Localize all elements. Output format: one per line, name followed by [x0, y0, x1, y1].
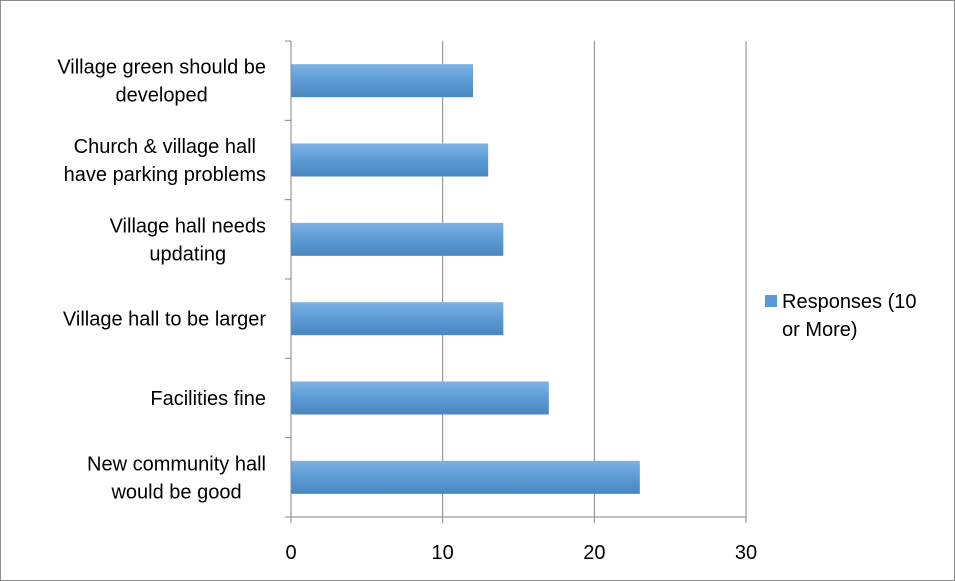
- legend: Responses (10 or More): [765, 291, 917, 341]
- bar-0: [291, 64, 473, 98]
- bar-3: [291, 302, 504, 336]
- category-label-4: Facilities fine: [150, 388, 266, 410]
- legend-swatch: [765, 295, 777, 307]
- bar-2: [291, 222, 504, 256]
- bar-1: [291, 143, 489, 177]
- category-label-2: Village hall needs updating: [110, 215, 266, 265]
- category-label-5: New community hall would be good: [87, 453, 266, 503]
- x-tick-label-0: 0: [285, 542, 296, 564]
- x-tick-label-3: 30: [735, 542, 757, 564]
- legend-label: Responses (10 or More): [782, 291, 917, 341]
- category-label-1: Church & village hall have parking proble…: [64, 136, 266, 186]
- bar-4: [291, 381, 549, 415]
- category-label-0: Village green should be developed: [57, 57, 266, 107]
- plot-area: 0 10 20 30 Village green should be developed C…: [57, 40, 757, 564]
- bar-5: [291, 460, 640, 494]
- category-label-3: Village hall to be larger: [63, 309, 266, 331]
- x-tick-label-1: 10: [432, 542, 454, 564]
- x-tick-label-2: 20: [583, 542, 605, 564]
